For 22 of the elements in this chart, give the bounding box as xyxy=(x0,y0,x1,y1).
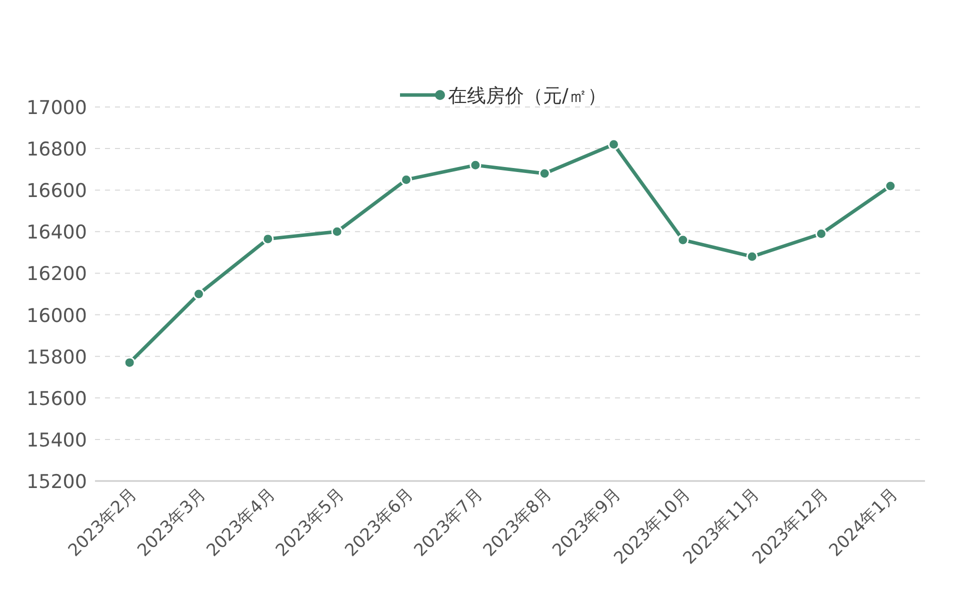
point xyxy=(816,228,827,240)
y-tick-label: 16600 xyxy=(26,180,87,202)
y-tick-label: 15400 xyxy=(26,429,87,452)
point xyxy=(470,159,482,171)
y-tick-label: 15800 xyxy=(26,346,87,368)
point xyxy=(538,168,550,180)
y-tick-label: 17000 xyxy=(26,97,87,119)
legend-label: 在线房价（元/㎡） xyxy=(448,85,606,107)
point xyxy=(677,234,689,246)
y-tick-label: 16200 xyxy=(26,263,87,286)
point xyxy=(193,288,204,300)
point xyxy=(884,180,896,192)
y-tick-label: 16400 xyxy=(26,222,87,244)
point xyxy=(746,250,758,262)
y-tick-label: 16800 xyxy=(26,138,87,161)
y-tick-label: 15200 xyxy=(26,471,87,493)
point xyxy=(608,138,620,150)
point xyxy=(124,356,136,368)
y-tick-label: 15600 xyxy=(26,388,87,410)
y-tick-label: 16000 xyxy=(26,304,87,327)
point xyxy=(262,233,274,245)
point xyxy=(331,226,343,238)
